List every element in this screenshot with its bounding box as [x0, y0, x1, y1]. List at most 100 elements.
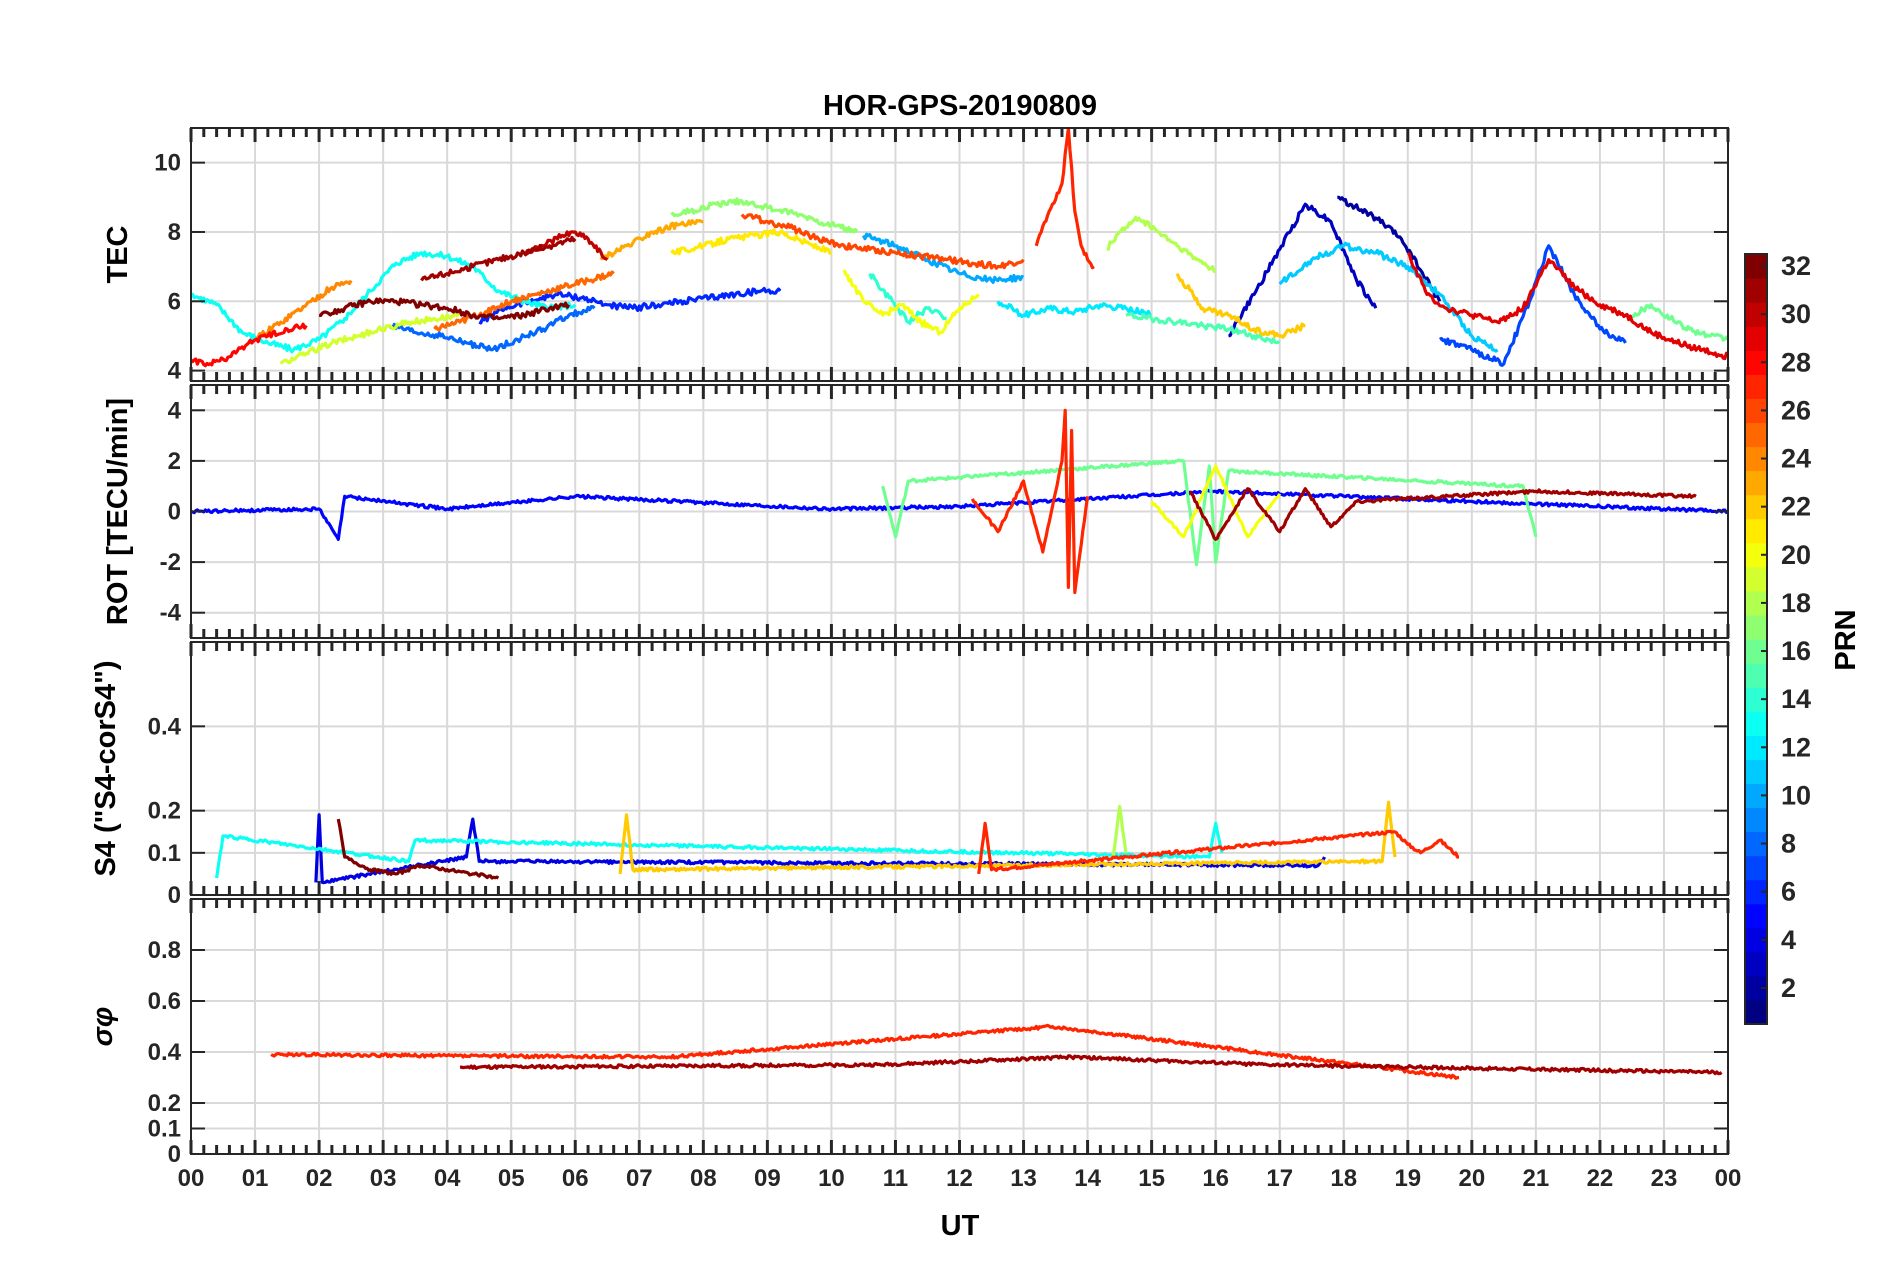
x-tick-label: 20	[1458, 1165, 1485, 1192]
s4-series-prn-27	[977, 821, 1459, 875]
s4-series-prn-18	[1111, 804, 1128, 858]
x-tick-label: 02	[306, 1165, 333, 1192]
colorbar-tick-label: 26	[1781, 395, 1811, 425]
colorbar-tick-label: 24	[1781, 444, 1811, 474]
sigphi-series-group	[270, 1023, 1723, 1080]
s4-y-tick-label: 0.1	[148, 840, 181, 867]
s4-y-tick-label: 0.2	[148, 798, 181, 825]
tec-series-prn-28	[191, 322, 308, 368]
x-axis-label: UT	[941, 1210, 980, 1242]
sigphi-y-tick-label: 0.8	[148, 937, 181, 964]
colorbar-label: PRN	[1830, 609, 1862, 670]
colorbar-tick-label: 4	[1781, 925, 1796, 955]
colorbar-tick-label: 10	[1781, 780, 1811, 810]
colorbar-segment	[1745, 927, 1767, 953]
s4-panel: 0 0.1 0.2 0.4 S4 ("S4-corS4")	[90, 641, 1730, 909]
x-tick-label: 04	[434, 1165, 461, 1192]
tec-series-prn-25	[433, 270, 615, 332]
x-tick-label: 16	[1202, 1165, 1229, 1192]
s4-y-tick-label: 0.4	[148, 713, 182, 740]
s4-series-prn-13	[215, 821, 1224, 879]
rot-y-tick-label: 0	[168, 499, 181, 526]
tec-series-prn-31	[420, 235, 577, 282]
x-tick-label: 09	[754, 1165, 781, 1192]
tec-series-prn-10	[861, 232, 1024, 284]
colorbar-tick-label: 20	[1781, 540, 1811, 570]
colorbar-segment	[1745, 831, 1767, 857]
tec-series-prn-14	[868, 273, 947, 325]
x-tick-label: 23	[1651, 1165, 1678, 1192]
tec-series-prn-11	[1278, 241, 1499, 353]
rot-y-axis-label: ROT [TECU/min]	[102, 398, 134, 625]
x-tick-label: 17	[1266, 1165, 1293, 1192]
x-tick-label: 11	[883, 1165, 908, 1192]
colorbar-tick-label: 12	[1781, 732, 1811, 762]
colorbar-segment	[1745, 518, 1767, 544]
tec-panel: 4 6 8 10 TEC	[102, 127, 1730, 385]
s4-series-group	[215, 800, 1459, 885]
colorbar-tick-label: 30	[1781, 299, 1811, 329]
x-tick-label: 10	[818, 1165, 845, 1192]
colorbar-segment	[1745, 879, 1767, 905]
sigphi-y-tick-label: 0	[168, 1141, 181, 1168]
colorbar-segment	[1745, 374, 1767, 399]
x-tick-label: 13	[1010, 1165, 1037, 1192]
tec-series-prn-16	[1630, 303, 1728, 342]
colorbar-segment	[1745, 278, 1767, 303]
x-tick-label: 07	[626, 1165, 653, 1192]
colorbar-segment	[1745, 542, 1767, 568]
tec-series-prn-12	[996, 300, 1152, 319]
tec-series-prn-18	[1106, 215, 1217, 273]
tec-series-prn-2	[1337, 195, 1442, 302]
s4-y-tick-label: 0	[168, 882, 181, 909]
tec-series-prn-32	[318, 297, 571, 321]
colorbar-tick-label: 6	[1781, 877, 1796, 907]
sigphi-panel: 00.10.2 0.4 0.6 0.8 σφ	[87, 898, 1730, 1168]
s4-series-prn-32	[336, 818, 500, 880]
tec-series-prn-8	[388, 305, 596, 353]
colorbar-segment	[1745, 903, 1767, 929]
colorbar-segment	[1745, 999, 1767, 1025]
colorbar-tick-label: 28	[1781, 347, 1811, 377]
chart-title: HOR-GPS-20190809	[823, 90, 1097, 122]
tec-series-prn-3	[1228, 202, 1378, 338]
rot-y-tick-label: -2	[160, 549, 181, 576]
sigphi-grid	[191, 899, 1728, 1155]
tec-series-prn-26	[740, 213, 1025, 270]
tec-series-prn-13	[191, 250, 577, 354]
tec-series-prn-19	[279, 311, 462, 365]
x-tick-label: 14	[1074, 1165, 1101, 1192]
rot-x-ticks	[189, 385, 1730, 638]
colorbar-tick-label: 2	[1781, 973, 1796, 1003]
sigphi-x-ticks	[189, 899, 1730, 1154]
colorbar-segment	[1745, 398, 1767, 424]
sigphi-y-axis-label: σφ	[87, 1007, 119, 1047]
colorbar-segment	[1745, 687, 1767, 712]
sigphi-y-tick-label: 0.1	[148, 1116, 181, 1143]
x-tick-label: 06	[562, 1165, 589, 1192]
colorbar-segment	[1745, 494, 1767, 520]
colorbar-segment	[1745, 302, 1767, 327]
rot-series-prn-27	[970, 408, 1090, 595]
colorbar-segment	[1745, 783, 1767, 809]
s4-x-ticks	[189, 642, 1730, 895]
x-tick-label: 19	[1394, 1165, 1421, 1192]
colorbar-segment	[1745, 759, 1767, 784]
tec-series-group	[191, 128, 1728, 368]
rot-y-tick-label: 2	[168, 448, 181, 475]
rot-series-prn-16	[881, 458, 1538, 567]
s4-y-axis-label: S4 ("S4-corS4")	[90, 660, 122, 876]
colorbar-segment	[1745, 566, 1767, 592]
tec-series-prn-20	[842, 269, 980, 336]
colorbar-tick-label: 8	[1781, 829, 1796, 859]
s4-grid	[191, 642, 1728, 896]
tec-y-tick-label: 8	[168, 219, 181, 246]
x-tick-label: 08	[690, 1165, 717, 1192]
colorbar-tick-label: 14	[1781, 684, 1811, 714]
x-tick-label: 22	[1587, 1165, 1614, 1192]
tec-series-prn-22	[1175, 272, 1306, 339]
tec-series-prn-30	[523, 230, 609, 262]
tec-series-prn-15	[1125, 312, 1281, 345]
